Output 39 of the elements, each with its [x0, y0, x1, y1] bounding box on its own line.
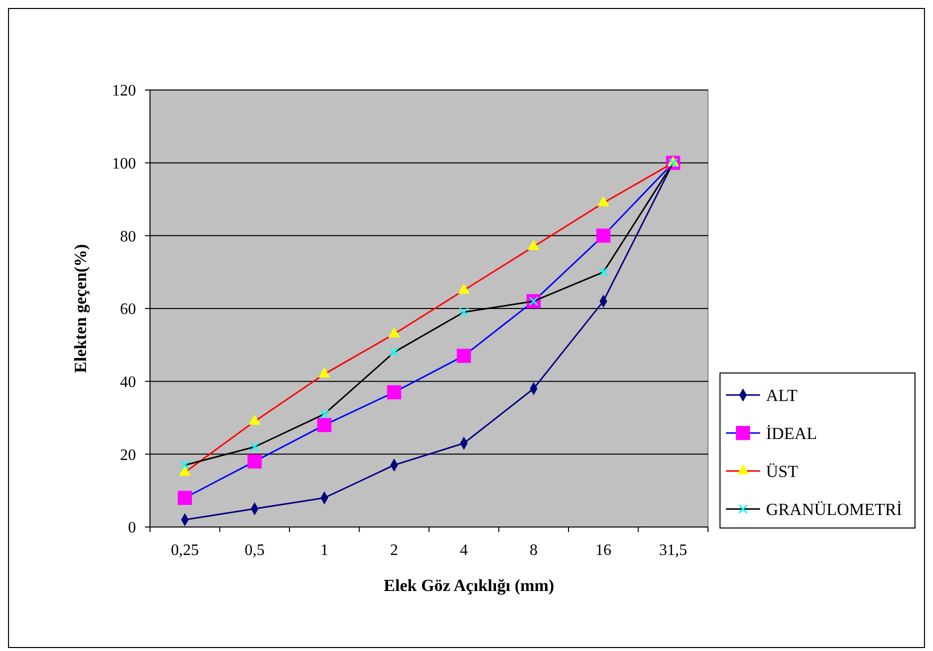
point: [528, 240, 540, 250]
point: [387, 385, 402, 400]
x-tick-label: 4: [460, 542, 468, 559]
legend-label: İDEAL: [766, 424, 817, 443]
legend-label: GRANÜLOMETRİ: [766, 500, 902, 519]
point: [597, 196, 610, 206]
legend-label: ALT: [766, 386, 798, 405]
x-tick-label: 8: [530, 542, 538, 559]
point: [458, 283, 470, 294]
point: [388, 327, 400, 338]
x-tick-label: 0,5: [244, 542, 265, 559]
point: [248, 414, 261, 425]
y-tick-label: 100: [112, 155, 136, 172]
point: [318, 367, 330, 378]
x-axis-title: Elek Göz Açıklığı (mm): [384, 576, 554, 595]
point: [250, 442, 260, 452]
point: [596, 228, 610, 243]
y-tick-label: 80: [120, 228, 136, 246]
x-tick-label: 16: [595, 542, 612, 559]
y-tick-label: 20: [120, 446, 136, 464]
y-tick-label: 120: [112, 82, 136, 100]
y-tick-label: 60: [120, 301, 136, 318]
x-tick-label: 0,25: [170, 542, 199, 559]
x-tick-label: 2: [390, 542, 398, 559]
y-axis-title: Elekten geçen(%): [71, 244, 90, 373]
point: [598, 267, 608, 277]
point: [180, 460, 190, 470]
y-tick-label: 0: [128, 520, 136, 537]
legend-label: ÜST: [766, 462, 799, 481]
x-tick-label: 1: [320, 542, 328, 559]
point: [389, 347, 399, 357]
point: [248, 454, 262, 469]
y-tick-label: 40: [120, 374, 136, 391]
x-tick-label: 31,5: [659, 542, 688, 559]
point: [317, 418, 332, 432]
point: [456, 348, 471, 363]
point: [320, 409, 330, 419]
point: [459, 307, 469, 317]
point: [178, 490, 192, 505]
